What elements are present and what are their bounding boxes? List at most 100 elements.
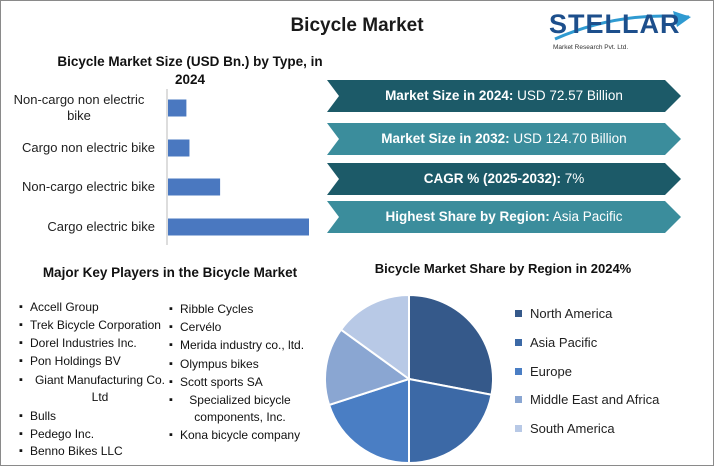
key-player-item: ▪ Giant Manufacturing Co. Ltd	[19, 372, 170, 406]
bar-chart-title: Bicycle Market Size (USD Bn.) by Type, i…	[57, 54, 323, 87]
ribbon-shape	[327, 201, 681, 233]
stat-value: USD 124.70 Billion	[509, 131, 627, 146]
key-player-name: Pon Holdings BV	[30, 354, 121, 368]
bar-1	[168, 139, 190, 157]
key-player-item: ▪ Kona bicycle company	[169, 427, 320, 444]
stat-ribbon-3: Highest Share by Region: Asia Pacific	[327, 201, 681, 233]
key-player-name: Kona bicycle company	[180, 428, 301, 442]
bar-0	[168, 99, 187, 117]
key-player-item: ▪ Specialized bicycle components, Inc.	[169, 392, 300, 426]
bullet-icon: ▪	[169, 358, 173, 370]
key-player-item: ▪ Accell Group	[19, 299, 180, 316]
key-player-name: Accell Group	[30, 300, 99, 314]
key-player-name: Bulls	[30, 409, 57, 423]
bar-3	[168, 218, 309, 236]
pie-slice-0	[408, 293, 494, 396]
legend-label: Asia Pacific	[530, 335, 598, 350]
key-player-name: Specialized bicycle components, Inc.	[189, 393, 291, 424]
legend-swatch	[515, 368, 522, 376]
bullet-icon: ▪	[169, 303, 173, 315]
stellar-logo: STELLAR Market Research Pvt. Ltd.	[549, 9, 699, 59]
bullet-icon: ▪	[169, 429, 173, 441]
bar-category-label: Cargo non electric bike	[22, 140, 155, 155]
bullet-icon: ▪	[169, 394, 173, 406]
bar-category-label: Non-cargo electric bike	[22, 179, 155, 194]
ribbon-shape	[327, 123, 681, 155]
bullet-icon: ▪	[169, 321, 173, 333]
bullet-icon: ▪	[19, 410, 23, 422]
ribbon-shape	[327, 80, 681, 112]
pie-slice-3	[324, 328, 412, 407]
bullet-icon: ▪	[169, 339, 173, 351]
key-player-item: ▪ Scott sports SA	[169, 374, 320, 391]
stat-text: Market Size in 2032: USD 124.70 Billion	[327, 123, 681, 155]
key-player-name: Benno Bikes LLC	[30, 444, 123, 458]
key-players-title: Major Key Players in the Bicycle Market	[42, 265, 298, 280]
bullet-icon: ▪	[19, 355, 23, 367]
key-player-item: ▪ Pon Holdings BV	[19, 353, 180, 370]
stat-ribbon-0: Market Size in 2024: USD 72.57 Billion	[327, 80, 681, 112]
stat-text: CAGR % (2025-2032): 7%	[327, 163, 681, 195]
key-player-name: Giant Manufacturing Co. Ltd	[34, 373, 166, 404]
stat-label: Market Size in 2024:	[385, 88, 514, 103]
key-player-item: ▪ Bulls	[19, 408, 180, 425]
bullet-icon: ▪	[19, 428, 23, 440]
stat-value: 7%	[561, 171, 585, 186]
key-player-item: ▪ Ribble Cycles	[169, 301, 320, 318]
stat-value: USD 72.57 Billion	[513, 88, 623, 103]
key-player-item: ▪ Pedego Inc.	[19, 426, 180, 443]
key-player-item: ▪ Dorel Industries Inc.	[19, 335, 180, 352]
key-player-item: ▪ Cervélo	[169, 319, 320, 336]
key-player-name: Pedego Inc.	[30, 427, 95, 441]
key-player-name: Olympus bikes	[180, 357, 259, 371]
key-player-name: Trek Bicycle Corporation	[30, 318, 161, 332]
stat-label: CAGR % (2025-2032):	[423, 171, 562, 186]
stat-value: Asia Pacific	[549, 209, 623, 224]
key-player-name: Cervélo	[180, 320, 222, 334]
key-player-name: Dorel Industries Inc.	[30, 336, 137, 350]
logo-swoosh-icon	[554, 11, 691, 41]
stat-text: Market Size in 2024: USD 72.57 Billion	[327, 80, 681, 112]
bullet-icon: ▪	[19, 374, 23, 386]
pie-chart-title: Bicycle Market Share by Region in 2024%	[374, 261, 632, 276]
legend-item: Europe	[515, 363, 572, 381]
key-player-item: ▪ Benno Bikes LLC	[19, 443, 180, 460]
legend-label: Europe	[530, 364, 572, 379]
pie-slice-4	[339, 293, 410, 381]
bar-category-label: Non-cargo non electric bike	[13, 92, 145, 123]
bullet-icon: ▪	[169, 376, 173, 388]
legend-item: Asia Pacific	[515, 334, 597, 352]
legend-swatch	[515, 396, 522, 404]
pie-slice-2	[327, 377, 410, 465]
bullet-icon: ▪	[19, 445, 23, 457]
stat-ribbon-2: CAGR % (2025-2032): 7%	[327, 163, 681, 195]
key-player-name: Ribble Cycles	[180, 302, 254, 316]
ribbon-shape	[327, 163, 681, 195]
legend-swatch	[515, 425, 522, 433]
legend-item: North America	[515, 305, 612, 323]
bar-chart-category-labels: Non-cargo non electric bike Cargo non ele…	[1, 1, 155, 465]
stat-text: Highest Share by Region: Asia Pacific	[327, 201, 681, 233]
stat-label: Highest Share by Region:	[385, 209, 550, 224]
bar-category-label: Cargo electric bike	[47, 219, 155, 234]
bullet-icon: ▪	[19, 337, 23, 349]
key-player-item: ▪ Olympus bikes	[169, 356, 320, 373]
legend-item: Middle East and Africa	[515, 391, 659, 409]
bar-2	[168, 178, 221, 196]
bullet-icon: ▪	[19, 301, 23, 313]
pie-slice-1	[408, 377, 493, 465]
key-player-item: ▪ Trek Bicycle Corporation	[19, 317, 180, 334]
key-player-name: Merida industry co., ltd.	[180, 338, 305, 352]
bullet-icon: ▪	[19, 319, 23, 331]
logo-word: STELLAR	[549, 9, 681, 39]
logo-subtitle: Market Research Pvt. Ltd.	[553, 44, 629, 51]
legend-label: South America	[530, 421, 615, 436]
key-player-name: Scott sports SA	[180, 375, 263, 389]
key-player-item: ▪ Merida industry co., ltd.	[169, 337, 320, 354]
legend-label: Middle East and Africa	[530, 392, 660, 407]
page-title: Bicycle Market	[290, 15, 424, 36]
legend-swatch	[515, 310, 522, 318]
